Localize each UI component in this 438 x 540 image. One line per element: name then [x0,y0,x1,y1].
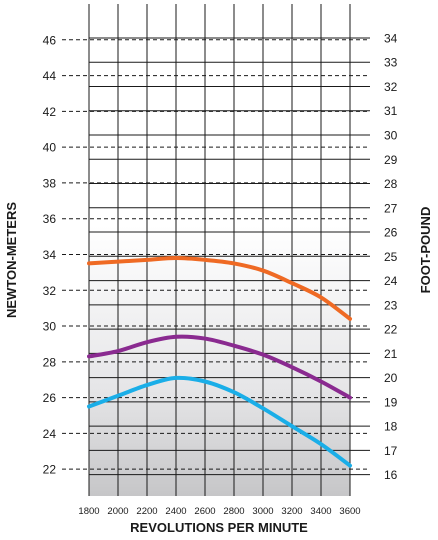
x-tick-label: 2200 [136,506,157,517]
right-tick-label: 25 [384,250,398,264]
x-tick-label: 2000 [107,506,128,517]
right-tick-label: 19 [384,395,398,409]
left-tick-label: 26 [43,391,57,405]
right-tick-label: 23 [384,298,398,312]
right-tick-label: 22 [384,323,398,337]
x-tick-label: 3600 [339,506,360,517]
right-tick-label: 21 [384,347,398,361]
x-tick-label: 1800 [78,506,99,517]
series-lines [87,256,352,468]
plot-background [89,4,350,496]
left-tick-label: 24 [43,427,57,441]
right-tick-label: 26 [384,226,398,240]
right-tick-label: 34 [384,31,398,45]
right-tick-label: 27 [384,201,398,215]
left-tick-label: 28 [43,355,57,369]
left-tick-label: 40 [43,141,57,155]
x-tick-label: 3200 [281,506,302,517]
right-tick-label: 32 [384,80,398,94]
left-tick-label: 36 [43,212,57,226]
x-tick-label: 2800 [223,506,244,517]
left-tick-label: 42 [43,105,57,119]
right-tick-label: 18 [384,420,398,434]
series-line-3 [87,375,352,468]
x-tick-label: 3000 [252,506,273,517]
series-line-2 [87,334,352,400]
left-tick-label: 46 [43,33,57,47]
right-tick-label: 31 [384,104,398,118]
x-tick-label: 3400 [310,506,331,517]
right-tick-label: 29 [384,153,398,167]
left-tick-label: 38 [43,176,57,190]
right-axis-title: FOOT-POUND [418,207,433,294]
right-tick-label: 30 [384,129,398,143]
left-tick-label: 44 [43,69,57,83]
left-axis-title: NEWTON-METERS [4,202,19,318]
tick-labels: 16 17 18 19 20 21 22 23 24 25 26 27 28 29 30 31 32 33 34 22… [43,31,398,517]
x-axis-title: REVOLUTIONS PER MINUTE [130,520,308,535]
series-line-1 [87,256,352,321]
right-tick-label: 24 [384,274,398,288]
left-tick-label: 32 [43,284,57,298]
x-tick-label: 2400 [165,506,186,517]
right-tick-label: 17 [384,444,398,458]
left-tick-label: 22 [43,463,57,477]
right-tick-label: 28 [384,177,398,191]
right-tick-label: 16 [384,468,398,482]
left-tick-label: 34 [43,248,57,262]
right-tick-label: 20 [384,371,398,385]
x-tick-label: 2600 [194,506,215,517]
left-tick-label: 30 [43,320,57,334]
right-tick-label: 33 [384,56,398,70]
